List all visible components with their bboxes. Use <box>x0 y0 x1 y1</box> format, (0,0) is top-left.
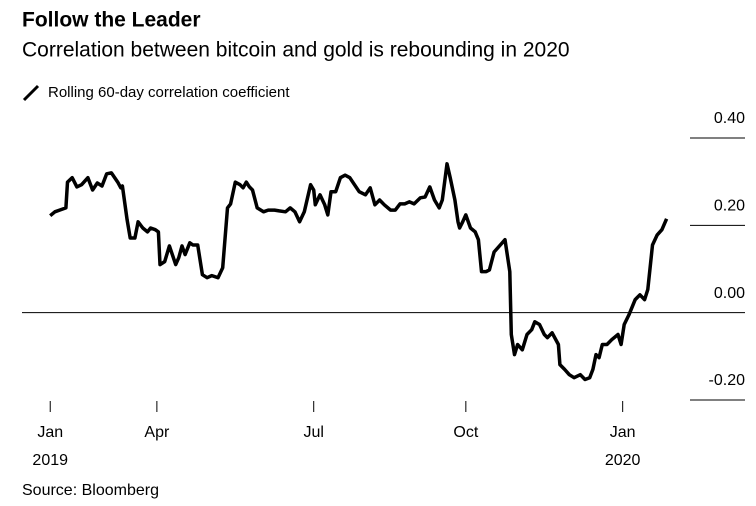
x-tick-label: Jul <box>303 424 323 441</box>
legend-label: Rolling 60-day correlation coefficient <box>48 84 290 101</box>
x-tick-year: 2020 <box>605 452 641 469</box>
chart-title: Follow the Leader <box>22 9 201 32</box>
x-tick-year: 2019 <box>32 452 68 469</box>
x-tick-label: Jan <box>37 424 63 441</box>
x-tick-label: Apr <box>144 424 170 441</box>
x-tick-label: Oct <box>453 424 478 441</box>
y-tick-label: -0.20 <box>709 372 746 389</box>
chart-subtitle: Correlation between bitcoin and gold is … <box>22 39 570 62</box>
y-tick-label: 0.20 <box>714 198 745 215</box>
y-tick-label: 0.00 <box>714 285 745 302</box>
x-tick-label: Jan <box>610 424 636 441</box>
series-line <box>49 162 669 382</box>
y-tick-label: 0.40 <box>714 110 745 127</box>
source-note: Source: Bloomberg <box>22 482 159 499</box>
legend-swatch <box>22 84 40 102</box>
